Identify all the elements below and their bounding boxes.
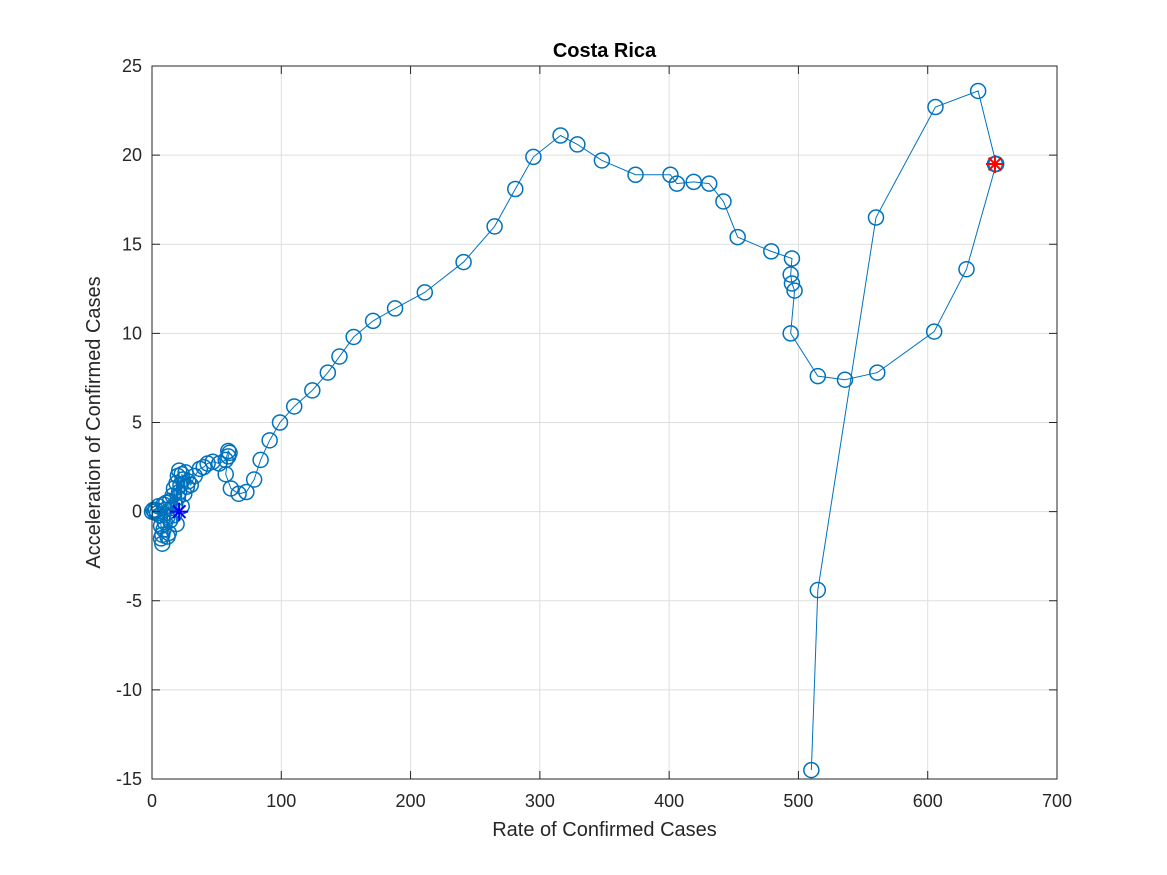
data-point [507, 180, 524, 198]
data-point [204, 453, 222, 470]
data-point [969, 82, 987, 100]
start-point-marker [170, 502, 189, 521]
data-point [763, 243, 780, 260]
data-point [782, 325, 799, 342]
data-point [319, 364, 337, 381]
data-point [386, 300, 404, 317]
data-point [803, 761, 820, 779]
asterisk-stroke [172, 504, 187, 519]
data-point [925, 323, 943, 340]
series-markers [143, 82, 1005, 779]
data-point [486, 218, 503, 235]
data-point [220, 442, 237, 460]
data-point [331, 348, 348, 365]
x-tick-label: 0 [147, 791, 157, 811]
data-point [869, 364, 886, 381]
data-point [245, 471, 263, 488]
x-tick-label: 600 [913, 791, 943, 811]
end-point-marker [985, 155, 1004, 174]
x-tick-label: 100 [266, 791, 296, 811]
data-point [786, 282, 803, 299]
data-point [455, 253, 472, 271]
data-point [156, 501, 174, 519]
data-point [238, 483, 255, 501]
data-point [627, 166, 644, 183]
data-point [525, 148, 542, 166]
data-point [836, 371, 854, 388]
data-point [220, 448, 237, 465]
data-point [715, 193, 732, 210]
x-tick-label: 300 [525, 791, 555, 811]
data-point [783, 275, 801, 292]
asterisk-stroke [987, 157, 1002, 172]
ticks: 0 100 200 300 400 500 600 700 -15 -10 -5 0 5 10 15 20 25 [116, 56, 1072, 811]
data-point [593, 152, 611, 169]
data-point [700, 175, 718, 192]
x-tick-label: 700 [1042, 791, 1072, 811]
y-tick-label: 15 [122, 234, 142, 254]
data-point [867, 209, 885, 226]
data-point [364, 312, 382, 330]
data-point [345, 328, 362, 346]
data-point [569, 136, 586, 153]
y-tick-label: 10 [122, 323, 142, 343]
x-tick-label: 500 [783, 791, 813, 811]
data-point [927, 98, 944, 116]
data-point [230, 485, 247, 503]
data-point [729, 228, 746, 246]
x-tick-label: 400 [654, 791, 684, 811]
x-axis-label: Rate of Confirmed Cases [492, 819, 717, 841]
data-point [958, 260, 975, 278]
data-point [176, 485, 193, 503]
data-point [195, 458, 212, 476]
data-point [261, 432, 278, 449]
data-point [285, 398, 303, 415]
data-point [783, 250, 801, 267]
data-point [809, 367, 827, 385]
data-point [552, 127, 569, 144]
plot-area: 0 100 200 300 400 500 600 700 -15 -10 -5 0 5 10 15 20 25 [116, 56, 1072, 811]
y-axis-label: Acceleration of Confirmed Cases [83, 276, 105, 568]
data-point [217, 465, 234, 483]
data-point [662, 166, 679, 183]
data-point [782, 266, 799, 283]
data-point [304, 382, 321, 399]
y-tick-label: 25 [122, 56, 142, 76]
y-tick-label: 20 [122, 145, 142, 165]
y-tick-label: 0 [132, 502, 142, 522]
data-point [416, 284, 434, 301]
data-point [271, 414, 289, 431]
data-point [809, 581, 827, 599]
data-point [252, 451, 269, 469]
special-markers [170, 155, 1004, 521]
y-tick-label: -10 [116, 680, 142, 700]
y-tick-label: -15 [116, 769, 142, 789]
y-tick-label: 5 [132, 413, 142, 433]
data-point [668, 175, 686, 192]
x-tick-label: 200 [396, 791, 426, 811]
data-point [168, 515, 185, 533]
data-point [182, 476, 200, 494]
y-tick-label: -5 [126, 591, 142, 611]
chart-title: Costa Rica [553, 40, 657, 62]
